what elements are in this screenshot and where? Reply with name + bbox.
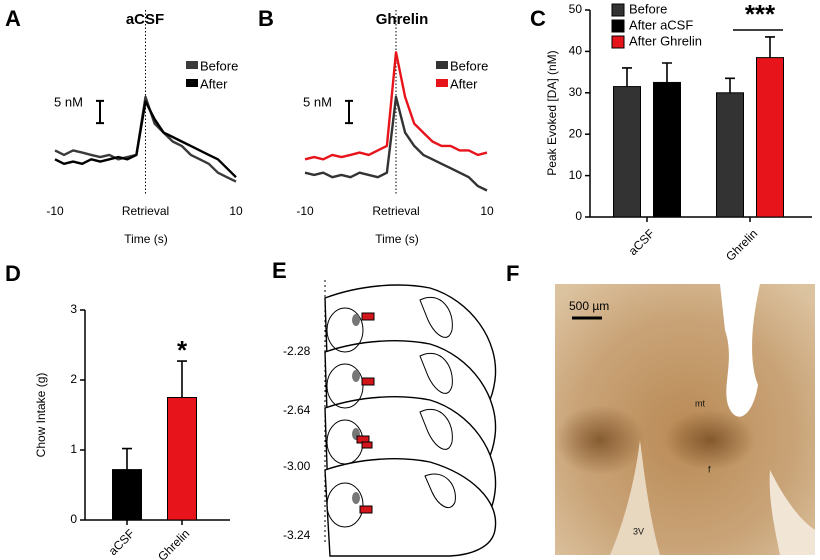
bar: [653, 81, 681, 218]
error-bar: [662, 62, 672, 83]
trace: [304, 51, 488, 161]
significance: *: [177, 335, 188, 365]
y-axis-label: Peak Evoked [DA] (nM): [545, 50, 559, 175]
region-label: mt: [695, 398, 705, 408]
x-tick-label: 10: [480, 204, 494, 218]
legend-swatch: [611, 35, 625, 49]
x-tick-label: Retrieval: [372, 204, 419, 218]
y-tick-label: 10: [569, 168, 583, 182]
bar: [716, 92, 744, 218]
nucleus: [326, 363, 364, 409]
panel-letter: C: [530, 6, 546, 31]
nucleus: [326, 307, 364, 353]
error-bar: [622, 67, 632, 87]
panel-letter: F: [506, 261, 519, 286]
placement: [361, 441, 373, 449]
y-tick-label: 0: [575, 209, 582, 223]
scale-bar-label: 5 nM: [303, 94, 332, 109]
nucleus: [326, 482, 364, 528]
legend-label: After: [450, 76, 478, 91]
y-axis-label: Chow Intake (g): [34, 373, 48, 458]
legend-label: Before: [450, 58, 488, 73]
ventricle: [419, 296, 453, 338]
y-tick-label: 50: [569, 2, 583, 16]
scale-label: 500 µm: [569, 299, 609, 313]
legend-label: Before: [629, 1, 667, 16]
y-tick-label: 20: [569, 126, 583, 140]
trace: [54, 100, 237, 179]
chart-title: Ghrelin: [376, 11, 429, 28]
panel-f: F 500 µm mt f 3V: [506, 261, 815, 555]
ventricle: [720, 284, 760, 417]
bar: [613, 86, 641, 218]
x-tick-label: Ghrelin: [723, 226, 760, 263]
level-label: -3.00: [283, 459, 311, 473]
sections: [324, 284, 497, 557]
legend-label: After aCSF: [629, 17, 693, 32]
y-tick-label: 2: [70, 372, 77, 386]
region-label: 3V: [633, 526, 644, 536]
chart-title: aCSF: [126, 11, 164, 28]
panel-letter: A: [5, 6, 21, 31]
trace: [54, 95, 237, 183]
error-bar: [725, 77, 735, 93]
panel-letter: E: [272, 258, 287, 283]
x-tick-label: -10: [46, 204, 64, 218]
x-tick-label: -10: [296, 204, 314, 218]
x-tick-label: Ghrelin: [155, 526, 192, 560]
placement: [361, 377, 375, 386]
y-tick-label: 1: [70, 442, 77, 456]
region-label: f: [708, 464, 711, 474]
error-bar: [765, 36, 775, 58]
scale-bar-label: 5 nM: [54, 94, 83, 109]
stain: [665, 410, 755, 470]
stain: [555, 405, 645, 475]
fornix: [352, 492, 360, 504]
bar: [167, 397, 197, 521]
panel-e: E -2.28 -2.64 -3.00 -3: [272, 258, 497, 557]
placement: [359, 505, 373, 514]
error-bar: [122, 447, 132, 470]
panel-letter: D: [5, 261, 21, 286]
ventricle: [424, 473, 456, 509]
x-axis-label: Time (s): [375, 232, 419, 246]
level-label: -3.24: [283, 528, 311, 542]
fornix: [352, 314, 360, 326]
scale-bar: [345, 99, 353, 125]
level-label: -2.28: [283, 344, 311, 358]
x-tick-label: 10: [229, 204, 243, 218]
y-tick-label: 0: [70, 512, 77, 526]
legend-swatch: [611, 19, 625, 33]
trace: [304, 95, 488, 192]
section: [324, 458, 497, 557]
level-label: -2.64: [283, 403, 311, 417]
panel-letter: B: [258, 6, 274, 31]
legend-label: Before: [200, 58, 238, 73]
y-tick-label: 30: [569, 85, 583, 99]
x-tick-label: aCSF: [626, 226, 658, 258]
y-tick-label: 40: [569, 44, 583, 58]
x-tick-label: Retrieval: [122, 204, 169, 218]
ventricle: [419, 352, 453, 394]
placement: [361, 312, 375, 321]
third-ventricle: [610, 440, 660, 555]
y-tick-label: 3: [70, 302, 77, 316]
scale-bar: [96, 99, 104, 125]
error-bar: [177, 360, 187, 398]
bar: [112, 469, 142, 521]
bar: [756, 57, 784, 218]
fornix: [352, 370, 360, 382]
legend-label: After: [200, 76, 228, 91]
x-tick-label: aCSF: [106, 526, 138, 558]
ventricle: [419, 408, 453, 450]
legend-swatch: [611, 3, 625, 17]
tissue-edge: [769, 470, 815, 555]
legend-label: After Ghrelin: [629, 33, 702, 48]
significance: ***: [745, 0, 776, 29]
x-axis-label: Time (s): [124, 232, 168, 246]
